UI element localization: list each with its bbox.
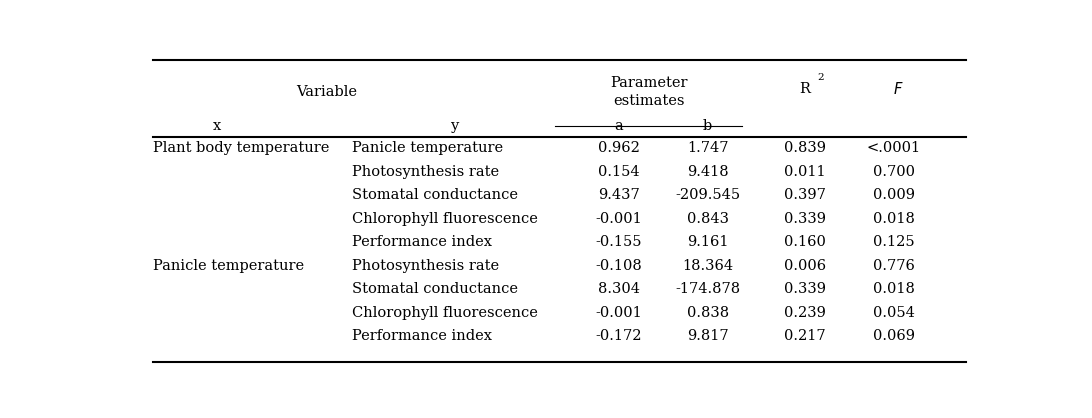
Text: 9.817: 9.817 [687,329,728,343]
Text: Plant body temperature: Plant body temperature [153,141,330,155]
Text: 0.239: 0.239 [784,306,826,320]
Text: 8.304: 8.304 [598,282,640,296]
Text: 0.009: 0.009 [873,189,915,202]
Text: 9.161: 9.161 [687,235,728,249]
Text: y: y [450,119,458,133]
Text: 0.054: 0.054 [873,306,915,320]
Text: x: x [212,119,221,133]
Text: 0.125: 0.125 [874,235,915,249]
Text: -0.001: -0.001 [595,212,642,226]
Text: 0.006: 0.006 [784,259,827,273]
Text: 9.418: 9.418 [687,165,728,179]
Text: R: R [799,82,810,96]
Text: -0.001: -0.001 [595,306,642,320]
Text: Performance index: Performance index [353,235,492,249]
Text: 0.217: 0.217 [784,329,826,343]
Text: 0.962: 0.962 [598,141,640,155]
Text: Parameter
estimates: Parameter estimates [609,76,687,108]
Text: 0.160: 0.160 [784,235,826,249]
Text: -0.155: -0.155 [595,235,642,249]
Text: 0.700: 0.700 [873,165,915,179]
Text: 18.364: 18.364 [682,259,734,273]
Text: 2: 2 [818,73,824,82]
Text: 0.839: 0.839 [784,141,826,155]
Text: 0.776: 0.776 [873,259,915,273]
Text: 0.397: 0.397 [784,189,826,202]
Text: 0.018: 0.018 [873,212,915,226]
Text: 0.339: 0.339 [784,212,826,226]
Text: Chlorophyll fluorescence: Chlorophyll fluorescence [353,212,538,226]
Text: 0.069: 0.069 [873,329,915,343]
Text: Panicle temperature: Panicle temperature [353,141,503,155]
Text: Chlorophyll fluorescence: Chlorophyll fluorescence [353,306,538,320]
Text: $F$: $F$ [893,81,903,97]
Text: 0.838: 0.838 [687,306,728,320]
Text: Performance index: Performance index [353,329,492,343]
Text: Stomatal conductance: Stomatal conductance [353,189,519,202]
Text: 0.154: 0.154 [598,165,640,179]
Text: Stomatal conductance: Stomatal conductance [353,282,519,296]
Text: Variable: Variable [296,85,357,99]
Text: 0.011: 0.011 [784,165,826,179]
Text: 1.747: 1.747 [687,141,728,155]
Text: b: b [703,119,712,133]
Text: -174.878: -174.878 [675,282,740,296]
Text: -0.108: -0.108 [595,259,642,273]
Text: <.0001: <.0001 [867,141,921,155]
Text: Panicle temperature: Panicle temperature [153,259,305,273]
Text: a: a [615,119,624,133]
Text: 0.018: 0.018 [873,282,915,296]
Text: Photosynthesis rate: Photosynthesis rate [353,165,499,179]
Text: -0.172: -0.172 [595,329,642,343]
Text: Photosynthesis rate: Photosynthesis rate [353,259,499,273]
Text: 0.339: 0.339 [784,282,826,296]
Text: 9.437: 9.437 [598,189,640,202]
Text: 0.843: 0.843 [687,212,728,226]
Text: -209.545: -209.545 [675,189,740,202]
